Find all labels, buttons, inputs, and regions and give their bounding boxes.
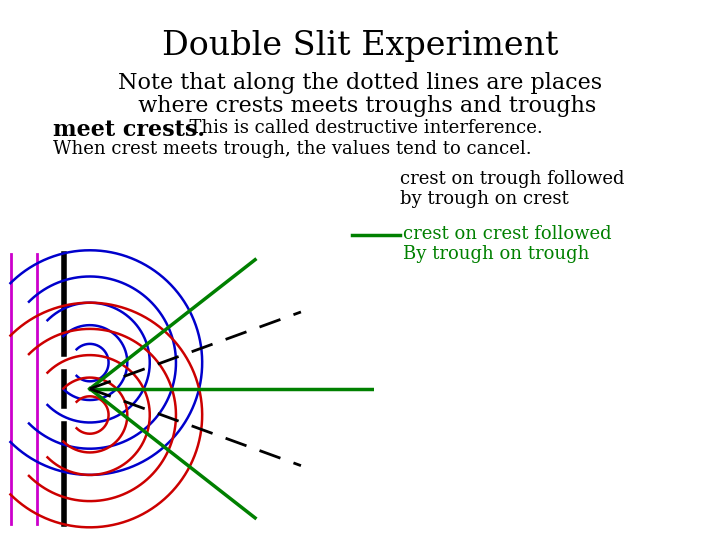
Text: crest on trough followed: crest on trough followed — [400, 170, 624, 188]
Text: Note that along the dotted lines are places: Note that along the dotted lines are pla… — [118, 72, 602, 94]
Text: This is called destructive interference.: This is called destructive interference. — [178, 119, 543, 137]
Text: by trough on crest: by trough on crest — [400, 190, 569, 208]
Text: Double Slit Experiment: Double Slit Experiment — [162, 30, 558, 62]
Text: When crest meets trough, the values tend to cancel.: When crest meets trough, the values tend… — [53, 140, 531, 158]
Text: crest on crest followed: crest on crest followed — [403, 225, 611, 243]
Text: By trough on trough: By trough on trough — [403, 245, 590, 263]
Text: meet crests.: meet crests. — [53, 119, 205, 141]
Text: where crests meets troughs and troughs: where crests meets troughs and troughs — [124, 95, 596, 117]
